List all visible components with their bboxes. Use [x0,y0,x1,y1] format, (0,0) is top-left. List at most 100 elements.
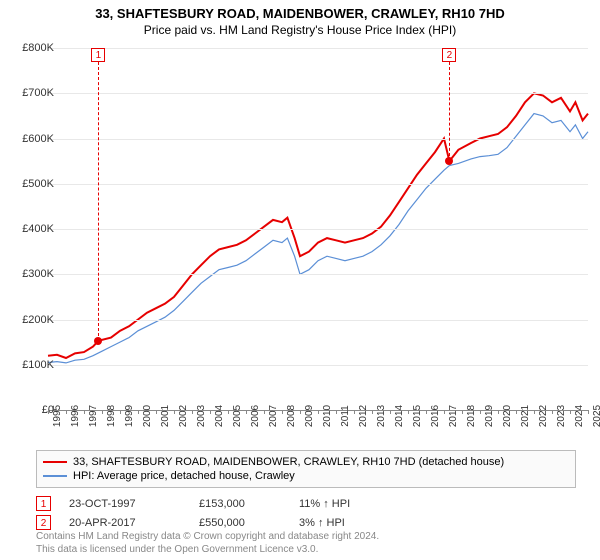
x-tick-label: 2011 [340,405,351,427]
x-tickmark [534,410,535,414]
gridline [48,184,588,185]
marker-guideline [98,62,99,341]
gridline [48,229,588,230]
x-tick-label: 1998 [106,405,117,427]
x-tick-label: 2023 [556,405,567,427]
x-tickmark [408,410,409,414]
x-tick-label: 2006 [250,405,261,427]
x-tickmark [516,410,517,414]
x-tickmark [336,410,337,414]
sale-marker-badge: 1 [36,496,51,511]
x-tickmark [156,410,157,414]
legend-label: 33, SHAFTESBURY ROAD, MAIDENBOWER, CRAWL… [73,456,504,468]
x-tickmark [462,410,463,414]
x-tick-label: 1996 [70,405,81,427]
x-tick-label: 2000 [142,405,153,427]
x-tick-label: 2024 [574,405,585,427]
x-tickmark [480,410,481,414]
y-tick-label: £800K [22,42,54,54]
y-tick-label: £200K [22,314,54,326]
sale-date: 20-APR-2017 [69,517,199,529]
marker-label: 1 [91,48,105,62]
attribution-line: This data is licensed under the Open Gov… [36,543,379,556]
x-tickmark [264,410,265,414]
x-tickmark [444,410,445,414]
legend-swatch [43,461,67,463]
gridline [48,93,588,94]
gridline [48,365,588,366]
x-tickmark [174,410,175,414]
y-tick-label: £400K [22,223,54,235]
series-property [48,93,588,358]
x-tickmark [228,410,229,414]
x-tickmark [570,410,571,414]
x-tick-label: 2005 [232,405,243,427]
gridline [48,139,588,140]
sale-hpi-delta: 3% ↑ HPI [299,517,389,529]
x-tickmark [282,410,283,414]
gridline [48,274,588,275]
x-tickmark [354,410,355,414]
marker-dot [445,157,453,165]
marker-dot [94,337,102,345]
x-tick-label: 2007 [268,405,279,427]
x-tick-label: 1995 [52,405,63,427]
legend-label: HPI: Average price, detached house, Craw… [73,470,295,482]
x-tickmark [192,410,193,414]
x-tick-label: 2022 [538,405,549,427]
x-tick-label: 2009 [304,405,315,427]
x-tickmark [588,410,589,414]
legend-item: HPI: Average price, detached house, Craw… [43,469,569,483]
x-tick-label: 2003 [196,405,207,427]
x-tickmark [102,410,103,414]
x-tick-label: 2013 [376,405,387,427]
marker-guideline [449,62,450,161]
gridline [48,320,588,321]
x-tick-label: 2015 [412,405,423,427]
legend-item: 33, SHAFTESBURY ROAD, MAIDENBOWER, CRAWL… [43,455,569,469]
x-tickmark [372,410,373,414]
marker-label: 2 [442,48,456,62]
sale-date: 23-OCT-1997 [69,498,199,510]
attribution-line: Contains HM Land Registry data © Crown c… [36,530,379,543]
sale-price: £550,000 [199,517,299,529]
x-tick-label: 1997 [88,405,99,427]
sale-price: £153,000 [199,498,299,510]
legend-box: 33, SHAFTESBURY ROAD, MAIDENBOWER, CRAWL… [36,450,576,488]
x-tick-label: 2012 [358,405,369,427]
x-tickmark [318,410,319,414]
x-tickmark [300,410,301,414]
chart-title: 33, SHAFTESBURY ROAD, MAIDENBOWER, CRAWL… [0,0,600,21]
x-tickmark [84,410,85,414]
y-tick-label: £700K [22,87,54,99]
x-tick-label: 2010 [322,405,333,427]
x-tick-label: 2014 [394,405,405,427]
x-tick-label: 2001 [160,405,171,427]
x-tick-label: 2020 [502,405,513,427]
chart-container: 33, SHAFTESBURY ROAD, MAIDENBOWER, CRAWL… [0,0,600,560]
x-tick-label: 2008 [286,405,297,427]
legend-swatch [43,475,67,477]
x-tickmark [120,410,121,414]
gridline [48,48,588,49]
x-tick-label: 2017 [448,405,459,427]
x-tick-label: 1999 [124,405,135,427]
y-tick-label: £500K [22,178,54,190]
sale-row: 1 23-OCT-1997£153,00011% ↑ HPI [36,494,389,513]
sale-hpi-delta: 11% ↑ HPI [299,498,389,510]
x-tickmark [48,410,49,414]
x-tick-label: 2018 [466,405,477,427]
x-tickmark [210,410,211,414]
x-tick-label: 2019 [484,405,495,427]
x-tick-label: 2025 [592,405,600,427]
sales-table: 1 23-OCT-1997£153,00011% ↑ HPI 2 20-APR-201… [36,494,389,532]
y-tick-label: £600K [22,133,54,145]
attribution-text: Contains HM Land Registry data © Crown c… [36,530,379,556]
x-tickmark [498,410,499,414]
sale-marker-badge: 2 [36,515,51,530]
x-tick-label: 2002 [178,405,189,427]
x-tickmark [246,410,247,414]
x-tickmark [138,410,139,414]
x-tickmark [426,410,427,414]
x-tickmark [390,410,391,414]
